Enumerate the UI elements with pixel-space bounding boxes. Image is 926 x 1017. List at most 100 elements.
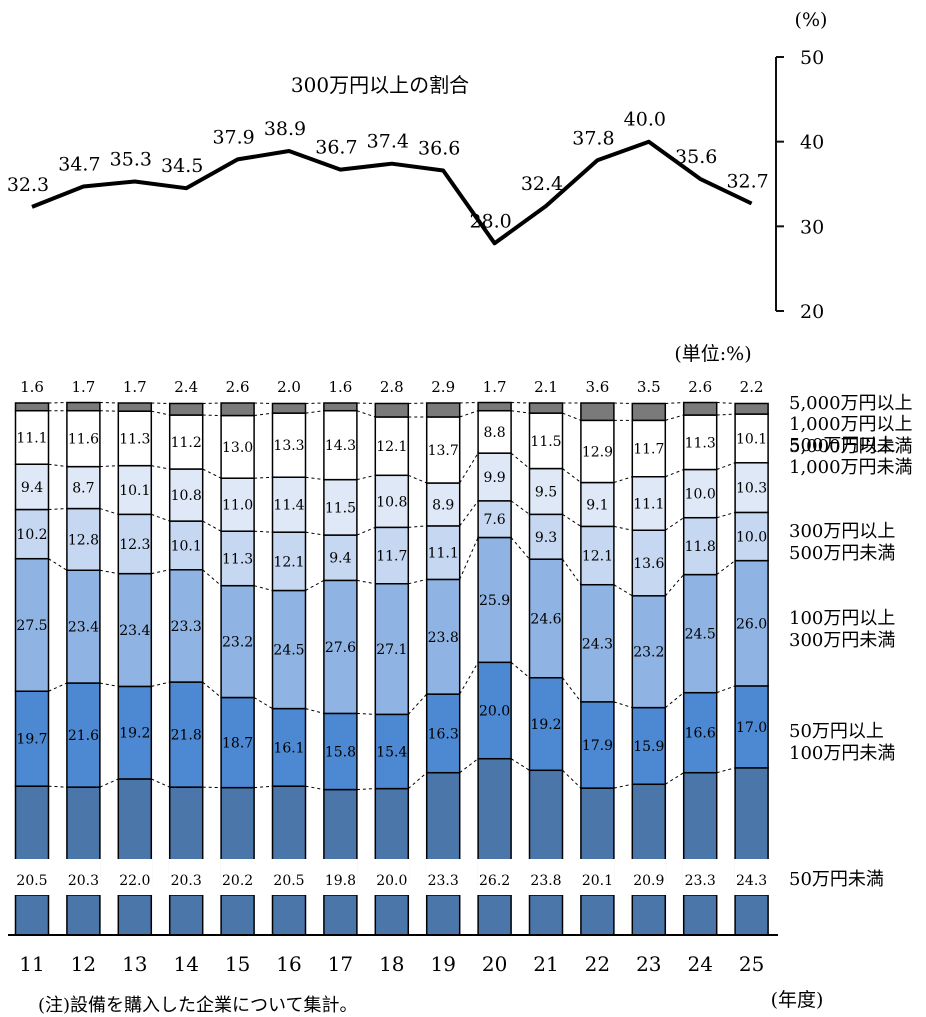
bar-segment xyxy=(477,409,512,454)
connector-line xyxy=(562,769,582,789)
x-axis-labels: 11 12 13 14 15 16 17 18 19 20 21 22 23 24 25 xyxy=(19,952,764,976)
bar-segment xyxy=(14,690,50,787)
bar-legend: 50万円未満 50万円以上 100万円未満 100万円以上 300万円未満 300万円以上… xyxy=(789,393,913,890)
connector-line xyxy=(356,526,376,536)
connector-line xyxy=(253,585,273,591)
bar-value-label: 15.9 xyxy=(633,739,664,755)
bar-value-label: 23.4 xyxy=(68,620,99,636)
bar-segment xyxy=(374,416,410,477)
bar-segment xyxy=(425,402,461,418)
bar-value-label: 23.4 xyxy=(119,623,150,639)
line-value-label: 32.4 xyxy=(521,173,563,195)
bar-value-label: 10.0 xyxy=(736,530,767,546)
bar-segment xyxy=(631,402,667,422)
bar-top-label: 2.9 xyxy=(431,378,455,396)
bar-value-label: 12.8 xyxy=(68,532,99,548)
bar-value-label: 20.5 xyxy=(273,873,304,889)
bar-gap xyxy=(425,859,461,895)
bar-segment xyxy=(168,520,204,571)
bar-value-label: 23.2 xyxy=(222,635,253,651)
bar-segment xyxy=(323,402,358,412)
x-tick-label: 25 xyxy=(739,952,764,976)
connector-line xyxy=(254,476,273,479)
bar-value-label: 27.6 xyxy=(325,640,356,656)
bar-value-label: 20.2 xyxy=(222,873,253,889)
bar-value-label: 10.1 xyxy=(736,431,767,447)
bar-segment xyxy=(14,402,50,412)
connector-line xyxy=(716,685,736,694)
connector-line xyxy=(613,584,633,597)
connector-line xyxy=(48,682,68,692)
bar-segment xyxy=(631,894,667,936)
bar-value-label: 26.2 xyxy=(479,873,510,889)
bar-value-label: 20.0 xyxy=(479,704,510,720)
bar-segment xyxy=(734,413,769,464)
bar-value-label: 26.0 xyxy=(736,616,767,632)
bar-gap xyxy=(374,859,410,895)
bar-value-label: 11.1 xyxy=(428,546,459,562)
bar-value-label: 10.3 xyxy=(736,481,767,497)
bar-segment xyxy=(528,894,564,936)
legend-entry: 50万円以上 100万円未満 xyxy=(789,721,895,764)
bar-gap xyxy=(14,859,50,895)
bar-value-label: 9.5 xyxy=(535,484,557,500)
legend-entry: 50万円未満 xyxy=(789,869,884,890)
line-value-label: 34.7 xyxy=(58,154,100,176)
line-value-label: 28.0 xyxy=(469,210,511,232)
bar-segment xyxy=(323,409,358,481)
line-value-label: 34.5 xyxy=(161,155,203,177)
bar-top-label: 2.6 xyxy=(688,378,712,396)
bar-value-label: 27.5 xyxy=(16,618,47,634)
bar-segment xyxy=(631,529,667,597)
bar-gap xyxy=(168,859,204,895)
connector-line xyxy=(665,402,684,404)
x-tick-label: 20 xyxy=(482,952,507,976)
bar-segment xyxy=(66,401,101,412)
bar-segment xyxy=(374,402,410,418)
bar-segment xyxy=(117,894,153,936)
x-tick-label: 21 xyxy=(533,952,558,976)
line-value-labels: 32.3 34.7 35.3 34.5 37.9 38.9 36.7 37.4 36.6 28.0… xyxy=(7,109,769,233)
bar-value-label: 11.6 xyxy=(68,432,99,448)
bar-value-label: 23.8 xyxy=(428,630,459,646)
x-axis-title: (年度) xyxy=(771,989,824,1011)
bar-segment xyxy=(682,894,718,936)
connector-line xyxy=(613,476,633,484)
bar-segment xyxy=(271,412,307,478)
bar-value-label: 23.3 xyxy=(171,619,202,635)
bar-segment xyxy=(323,478,358,536)
bar-segment xyxy=(66,465,101,510)
connector-line xyxy=(202,468,222,479)
bar-value-label: 10.1 xyxy=(171,538,202,554)
bar-segment xyxy=(220,414,255,479)
bar-top-label: 2.0 xyxy=(277,378,301,396)
connector-line xyxy=(664,574,685,597)
bar-top-label: 2.4 xyxy=(174,378,198,396)
bar-top-label: 2.8 xyxy=(380,378,404,396)
connector-line xyxy=(562,677,582,703)
bar-gap xyxy=(579,859,615,895)
line-value-label: 38.9 xyxy=(264,118,306,140)
bar-value-label: 17.9 xyxy=(582,738,613,754)
line-value-label: 37.4 xyxy=(367,131,409,153)
bar-value-label: 8.7 xyxy=(72,481,94,497)
line-value-label: 32.3 xyxy=(7,174,49,196)
bar-value-label: 11.1 xyxy=(633,496,664,512)
connector-line xyxy=(254,530,273,533)
line-value-label: 37.8 xyxy=(572,127,614,149)
bar-value-label: 10.1 xyxy=(119,483,150,499)
bar-value-label: 13.7 xyxy=(428,443,459,459)
connector-line xyxy=(48,785,67,788)
bar-value-label: 18.7 xyxy=(222,736,253,752)
bar-chart-unit: (単位:%) xyxy=(674,343,751,365)
bar-value-label: 12.1 xyxy=(582,549,613,565)
legend-entry: 100万円以上 300万円未満 xyxy=(789,608,895,651)
bar-value-label: 11.2 xyxy=(171,435,202,451)
bar-segment xyxy=(66,507,101,572)
bar-segment xyxy=(425,693,461,774)
bar-top-label: 2.1 xyxy=(534,378,558,396)
bar-value-label: 23.8 xyxy=(530,873,561,889)
y-tick-label: 40 xyxy=(800,132,824,154)
connector-line xyxy=(510,661,530,679)
connector-line xyxy=(202,681,222,698)
